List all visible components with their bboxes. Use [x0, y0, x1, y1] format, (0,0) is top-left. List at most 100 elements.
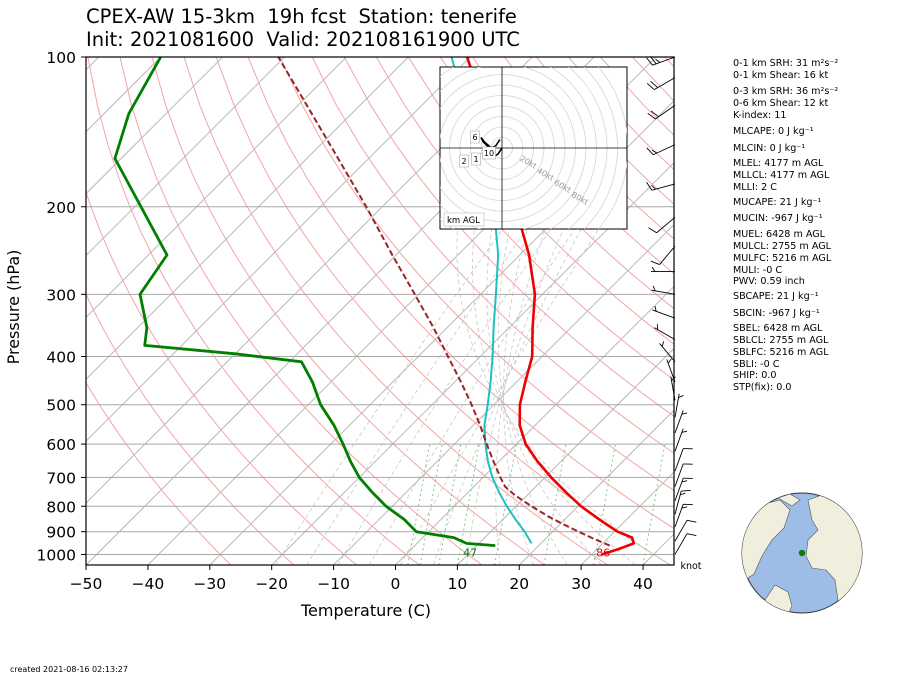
index-line: MUEL: 6428 m AGL [733, 229, 826, 240]
hodograph-legend-box [443, 212, 485, 227]
barb-feather [671, 376, 676, 381]
index-line: 0-1 km Shear: 16 kt [733, 70, 829, 81]
mixing-ratio-line [419, 444, 443, 565]
moist-adiabat [495, 206, 554, 565]
wind-barb [651, 266, 675, 273]
barb-staff [674, 448, 684, 472]
wind-barb [647, 104, 676, 120]
moist-adiabat [337, 206, 567, 565]
mixing-ratio-line [407, 444, 431, 565]
wind-barb [674, 410, 688, 434]
barb-staff [674, 490, 682, 515]
barb-feather [686, 519, 697, 523]
hodograph-height-label: 1 [473, 155, 478, 164]
barb-feather [661, 341, 665, 347]
barb-feather [654, 305, 657, 312]
x-tick-label: −20 [255, 575, 288, 593]
barb-feather [652, 149, 658, 154]
index-line: MULCL: 2755 m AGL [733, 241, 832, 252]
index-line: 0-1 km SRH: 31 m²s⁻² [733, 58, 839, 69]
wind-barb [674, 448, 693, 472]
hodograph-height-box [470, 130, 480, 144]
y-tick-label: 600 [46, 436, 76, 454]
index-line: MULFC: 5216 m AGL [733, 253, 832, 264]
y-tick-label: 400 [46, 349, 76, 367]
barb-feather [681, 506, 688, 509]
isotherm-line [86, 57, 162, 133]
dry-adiabat [279, 57, 674, 492]
x-axis-label: Temperature (C) [300, 601, 431, 620]
isotherm-line [271, 161, 674, 565]
wind-barb [674, 477, 693, 501]
dry-adiabat [247, 57, 674, 530]
moist-adiabat [472, 206, 636, 565]
barb-feather [681, 490, 691, 492]
index-line: MLCIN: 0 J kg⁻¹ [733, 143, 806, 154]
chart-title: CPEX-AW 15-3km 19h fcst Station: tenerif… [86, 5, 517, 28]
barb-feather [650, 110, 659, 118]
barb-feather [686, 533, 697, 537]
wind-barb [674, 519, 697, 542]
x-tick-label: −50 [70, 575, 103, 593]
barb-staff [659, 245, 676, 265]
index-line: K-index: 11 [733, 110, 787, 121]
y-tick-label: 800 [46, 498, 76, 516]
barb-feather [680, 492, 686, 496]
index-line: SBCAPE: 21 J kg⁻¹ [733, 291, 819, 302]
barb-feather [648, 227, 657, 234]
barb-feather [651, 266, 656, 272]
barb-feather [649, 56, 657, 65]
barb-feather [681, 430, 688, 433]
plot-frame [85, 56, 675, 566]
index-line: SBEL: 6428 m AGL [733, 323, 823, 334]
x-tick-label: −30 [193, 575, 226, 593]
moist-adiabat [456, 206, 671, 565]
parcel-profile [277, 57, 611, 547]
isotherm-line [209, 100, 674, 565]
index-line: MULI: -0 C [733, 265, 783, 276]
dry-adiabat [343, 57, 674, 417]
y-tick-label: 1000 [37, 546, 76, 564]
wind-barb [674, 463, 693, 487]
isotherm-line [86, 57, 347, 319]
mixing-ratio-line [642, 444, 666, 565]
wind-barb [674, 533, 697, 555]
dewpoint-profile [113, 57, 496, 547]
barb-feather [681, 480, 688, 483]
index-line: MUCAPE: 21 J kg⁻¹ [733, 197, 822, 208]
index-line: SBLFC: 5216 m AGL [733, 347, 829, 358]
wind-barb [651, 285, 676, 295]
barb-feather [650, 260, 660, 265]
wind-barb [674, 393, 684, 418]
dry-adiabat [471, 57, 674, 275]
isotherm-line [580, 471, 674, 565]
barb-feather [652, 285, 656, 292]
created-timestamp: created 2021-08-16 02:13:27 [10, 665, 128, 674]
isotherm-line [86, 57, 285, 257]
hodograph-height-label: 10 [484, 149, 494, 158]
dry-adiabat [151, 57, 546, 565]
wind-barb [646, 56, 676, 66]
dry-adiabat [311, 57, 674, 454]
hodograph-height-label: 6 [472, 133, 477, 142]
moist-adiabat [306, 206, 543, 565]
index-line: 0-6 km Shear: 12 kt [733, 98, 829, 109]
barb-feather [646, 147, 654, 156]
y-tick-label: 300 [46, 286, 76, 304]
dry-adiabat [87, 57, 420, 565]
wind-barb [650, 245, 676, 265]
wind-barb [646, 144, 676, 156]
x-tick-label: 20 [509, 575, 529, 593]
y-tick-label: 200 [46, 199, 76, 217]
skewt-grid [86, 57, 674, 565]
moist-adiabat [502, 206, 535, 565]
y-axis-label: Pressure (hPa) [4, 250, 23, 365]
wind-barb [674, 503, 693, 527]
x-tick-label: −40 [132, 575, 165, 593]
wind-barb [648, 216, 676, 234]
wind-barb [670, 376, 676, 401]
mixing-ratio-line [543, 444, 567, 565]
dry-adiabat [183, 57, 608, 565]
moist-adiabat [368, 206, 590, 565]
barb-staff [651, 183, 676, 191]
